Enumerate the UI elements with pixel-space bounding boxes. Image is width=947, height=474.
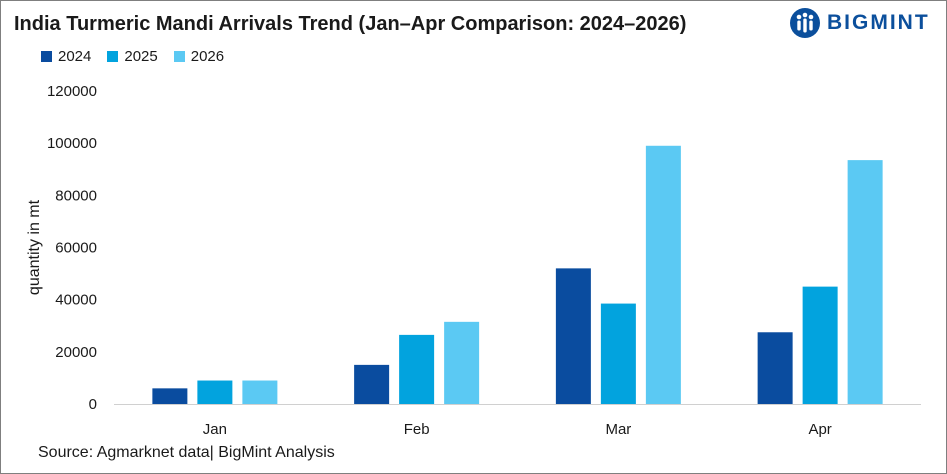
x-tick-label: Mar: [605, 421, 631, 438]
bigmint-logo-icon: [790, 8, 820, 38]
legend-item-2024: 2024: [41, 48, 91, 65]
chart-legend: 2024 2025 2026: [41, 48, 224, 65]
bar-chart: 0 20000 40000 60000 80000 100000 120000 quantit…: [26, 83, 921, 438]
brand: BIGMINT: [789, 7, 930, 39]
chart-title: India Turmeric Mandi Arrivals Trend (Jan…: [14, 13, 687, 35]
source-note: Source: Agmarknet data| BigMint Analysis: [38, 444, 335, 461]
bar-2025-apr: [802, 286, 838, 404]
bar-2024-feb: [354, 364, 390, 404]
legend-label: 2024: [58, 48, 92, 65]
x-tick-label: Apr: [808, 421, 831, 438]
legend-swatch: [41, 51, 52, 62]
bar-2026-mar: [645, 145, 681, 404]
y-tick-label: 20000: [55, 344, 97, 361]
bar-2024-apr: [757, 332, 793, 404]
bar-2026-jan: [242, 380, 278, 404]
bar-2025-feb: [399, 334, 435, 404]
legend-swatch: [173, 51, 185, 62]
legend-swatch: [107, 51, 119, 62]
bar-2025-mar: [600, 303, 636, 404]
bar-2026-apr: [847, 160, 883, 404]
x-tick-label: Feb: [404, 421, 430, 438]
y-tick-label: 100000: [47, 135, 97, 152]
y-axis-label: quantity in mt: [26, 199, 43, 295]
y-tick-label: 40000: [55, 292, 97, 309]
y-tick-label: 80000: [55, 187, 97, 204]
legend-label: 2026: [190, 48, 225, 65]
legend-item-2026: 2026: [173, 48, 225, 65]
bar-2026-feb: [444, 321, 480, 404]
bar-2025-jan: [197, 380, 233, 404]
x-tick-label: Jan: [203, 421, 227, 438]
y-tick-label: 60000: [55, 240, 97, 257]
bar-2024-mar: [555, 268, 591, 404]
y-tick-label: 0: [89, 396, 97, 413]
legend-item-2025: 2025: [107, 48, 158, 65]
y-tick-label: 120000: [47, 83, 97, 100]
legend-label: 2025: [124, 48, 158, 65]
bar-2024-jan: [152, 388, 188, 404]
brand-name: BIGMINT: [827, 11, 930, 34]
